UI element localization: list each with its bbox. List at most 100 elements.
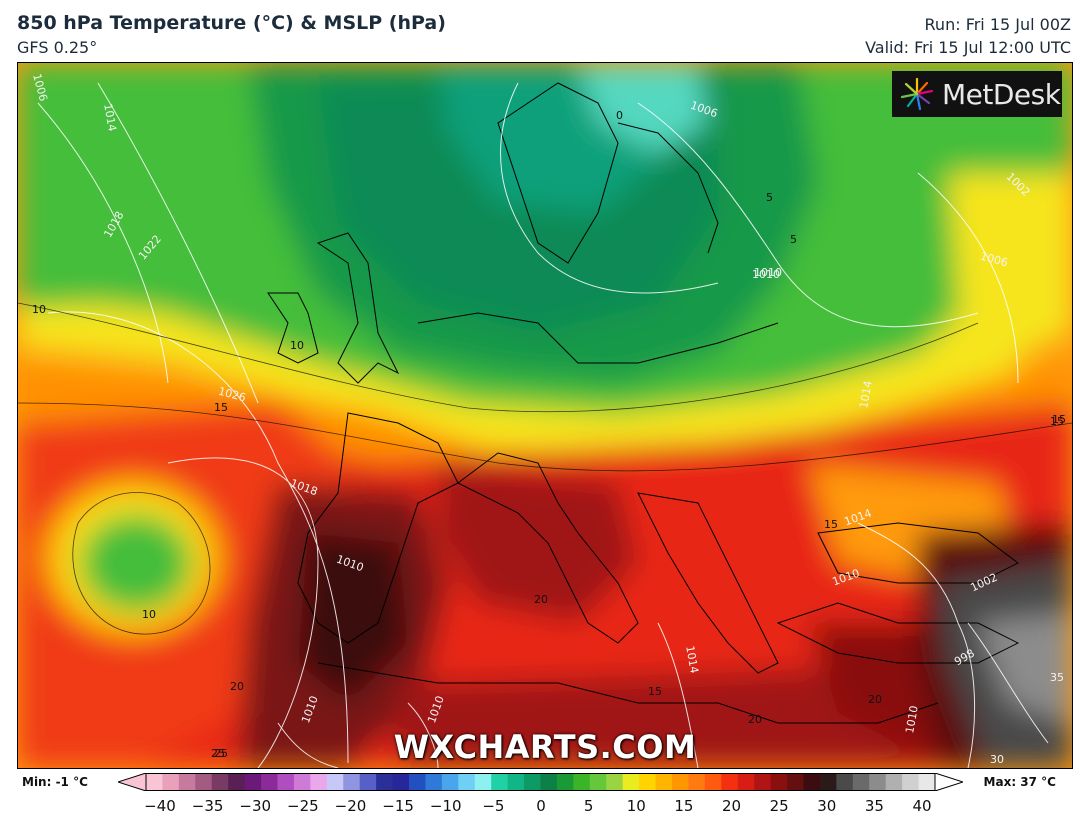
map-label: 10 (290, 339, 304, 352)
color-scale-swatch (244, 773, 262, 791)
color-scale-tick-label: −10 (429, 797, 462, 815)
map-label: 20 (748, 713, 762, 726)
color-scale-swatch (787, 773, 804, 791)
map-label: 25 (211, 747, 225, 760)
color-scale-swatch (425, 773, 443, 791)
color-scale-swatch (672, 773, 689, 791)
color-scale-swatch (376, 773, 394, 791)
map-label: 10 (32, 303, 46, 316)
legend-min: Min: -1 °C (22, 775, 88, 789)
map-label: 10 (142, 608, 156, 621)
legend-max: Max: 37 °C (983, 775, 1056, 789)
color-scale-swatch (359, 773, 377, 791)
color-scale-swatch (524, 773, 541, 791)
metdesk-logo-text: MetDesk (942, 77, 1061, 111)
color-scale-swatch (573, 773, 591, 791)
color-scale-tick-label: −5 (482, 797, 505, 815)
color-scale-swatch (293, 773, 311, 791)
map-label: 15 (1052, 413, 1066, 426)
map-label: 25 (214, 747, 228, 760)
run-time: Run: Fri 15 Jul 00Z (924, 15, 1071, 34)
color-scale-swatch (507, 773, 525, 791)
color-scale-tick-label: 15 (674, 797, 694, 815)
map-label: 20 (868, 693, 882, 706)
map-label: 1010 (752, 268, 780, 281)
color-scale-tick-label: 35 (864, 797, 884, 815)
color-scale-swatch (343, 773, 361, 791)
color-scale-tick-label: 10 (626, 797, 646, 815)
color-scale-tick-label: −35 (191, 797, 224, 815)
color-scale-tick-label: 25 (769, 797, 789, 815)
map-label: 20 (534, 593, 548, 606)
color-scale-swatch (819, 773, 837, 791)
color-scale-swatch (409, 773, 426, 791)
color-scale-swatch (261, 773, 278, 791)
map-label: 15 (648, 685, 662, 698)
color-scale-swatch (803, 773, 821, 791)
color-scale-swatch (737, 773, 755, 791)
map-label: 30 (990, 753, 1004, 766)
chart-title: 850 hPa Temperature (°C) & MSLP (hPa) (17, 12, 446, 34)
color-scale-swatch (310, 773, 328, 791)
color-scale-swatch (688, 773, 706, 791)
model-label: GFS 0.25° (17, 38, 98, 57)
color-scale-swatch (754, 773, 772, 791)
color-scale-swatch (392, 773, 410, 791)
color-scale-swatch (474, 773, 492, 791)
color-scale-tick-label: 0 (536, 797, 546, 815)
color-scale-high-arrow (934, 773, 963, 791)
map-label: 35 (1050, 671, 1064, 684)
color-scale-swatch (606, 773, 624, 791)
color-scale-tick-label: −15 (382, 797, 414, 815)
color-scale-tick-label: −40 (144, 797, 176, 815)
color-scale-swatch (639, 773, 657, 791)
color-scale-swatch (869, 773, 887, 791)
color-scale-bar (118, 773, 963, 791)
map-label: 0 (616, 109, 623, 122)
color-scale-tick-label: −30 (239, 797, 272, 815)
color-scale-swatch (326, 773, 344, 791)
color-scale-tick-label: −20 (334, 797, 367, 815)
color-scale-tick-label: 5 (583, 797, 594, 815)
map-label: 5 (766, 191, 773, 204)
color-scale-swatch (704, 773, 722, 791)
color-scale-tick-label: 30 (817, 797, 837, 815)
valid-time: Valid: Fri 15 Jul 12:00 UTC (865, 38, 1071, 57)
color-scale-ticks: −40 −35 −30 −25 −20 −15 −10 −5 0 5 10 15 20 25 30 35 40 (0, 797, 1088, 821)
color-scale-swatch (162, 773, 180, 791)
color-scale-tick-label: −25 (287, 797, 319, 815)
isotherms (18, 302, 1072, 635)
color-scale-swatch (458, 773, 476, 791)
color-scale-swatch (885, 773, 903, 791)
color-scale-swatch (918, 773, 936, 791)
color-scale-swatch (441, 773, 459, 791)
color-scale-swatch (902, 773, 920, 791)
color-scale-swatch (178, 773, 196, 791)
color-scale-tick-label: 20 (721, 797, 742, 815)
map-label: 15 (214, 401, 228, 414)
color-scale-swatch (195, 773, 213, 791)
color-scale-swatch (589, 773, 607, 791)
isobars (37, 82, 1049, 768)
color-scale-swatch (146, 773, 163, 791)
temperature-field (18, 63, 1072, 768)
map-label: 1010 (754, 266, 782, 279)
color-scale-swatch (836, 773, 854, 791)
color-scale-border (145, 773, 936, 791)
color-scale-low-arrow (118, 773, 147, 791)
color-scale-swatch (556, 773, 574, 791)
map-label: 15 (824, 518, 838, 531)
metdesk-starburst-icon (900, 77, 934, 111)
color-scale-swatch (228, 773, 246, 791)
watermark: WXCHARTS.COM (393, 728, 697, 766)
color-scale-swatch (655, 773, 673, 791)
color-scale-swatch (721, 773, 739, 791)
color-scale-swatch (622, 773, 640, 791)
map-label: 5 (790, 233, 797, 246)
weather-map[interactable]: MetDesk 1006 1014 1018 1022 10 10 1026 1… (17, 62, 1073, 769)
color-scale-swatch (491, 773, 509, 791)
map-label: 20 (230, 680, 244, 693)
color-scale-swatch (540, 773, 558, 791)
color-scale-swatch (770, 773, 788, 791)
coastlines (267, 82, 1020, 724)
